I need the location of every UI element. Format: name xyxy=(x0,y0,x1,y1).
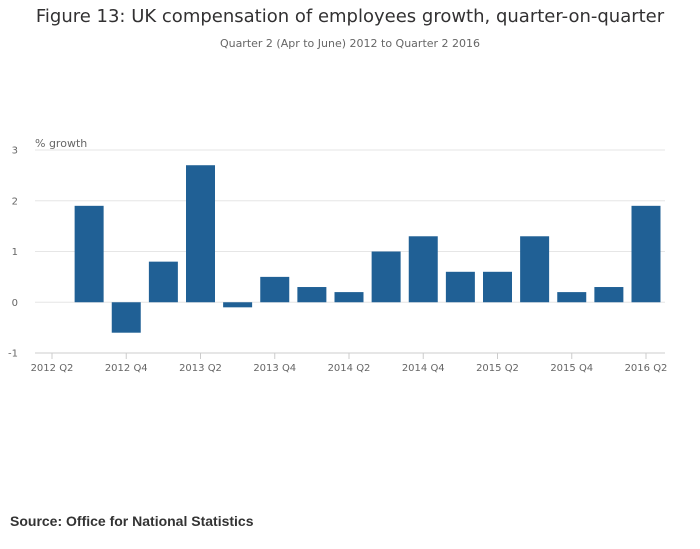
bars xyxy=(74,165,661,333)
chart-subtitle: Quarter 2 (Apr to June) 2012 to Quarter … xyxy=(219,37,481,50)
x-tick-label: 2013 Q2 xyxy=(179,363,222,374)
chart-title: Figure 13: UK compensation of employees … xyxy=(35,6,665,27)
bar-2015-q1 xyxy=(445,271,475,303)
x-tick-label: 2012 Q4 xyxy=(105,363,148,374)
y-tick-label: 3 xyxy=(12,146,18,157)
x-tick-label: 2014 Q4 xyxy=(402,363,445,374)
bar-2016-q1 xyxy=(594,287,624,303)
bar-2013-q2 xyxy=(186,165,215,303)
bar-2014-q4 xyxy=(408,236,438,303)
y-tick-label: -1 xyxy=(8,349,18,360)
bar-2014-q3 xyxy=(371,251,401,303)
bar-2016-q2 xyxy=(631,205,661,303)
y-axis-label: % growth xyxy=(35,137,87,150)
bar-2015-q4 xyxy=(557,292,587,303)
x-axis: 2012 Q2 2012 Q4 2013 Q2 2013 Q4 2014 Q2 2014 … xyxy=(31,352,668,374)
source-note: Source: Office for National Statistics xyxy=(10,513,254,529)
x-tick-label: 2015 Q2 xyxy=(476,363,519,374)
bar-2013-q4 xyxy=(260,276,290,303)
bar-2015-q3 xyxy=(520,236,550,303)
x-tick-label: 2014 Q2 xyxy=(328,363,371,374)
y-tick-label: 1 xyxy=(12,247,18,258)
x-tick-label: 2015 Q4 xyxy=(550,363,593,374)
y-tick-label: 0 xyxy=(12,298,18,309)
y-axis: -1 0 1 2 3 xyxy=(8,146,18,360)
bar-2013-q1 xyxy=(148,261,178,303)
bar-2015-q2 xyxy=(483,271,512,303)
bar-2012-q4 xyxy=(111,302,141,333)
bar-2014-q1 xyxy=(297,287,327,303)
x-tick-label: 2013 Q4 xyxy=(253,363,296,374)
bar-2014-q2 xyxy=(334,292,364,303)
gridlines xyxy=(35,149,665,303)
y-tick-label: 2 xyxy=(12,196,18,207)
bar-2012-q3 xyxy=(74,205,104,303)
bar-2013-q3 xyxy=(223,302,253,308)
x-tick-label: 2016 Q2 xyxy=(625,363,668,374)
x-tick-label: 2012 Q2 xyxy=(31,363,74,374)
